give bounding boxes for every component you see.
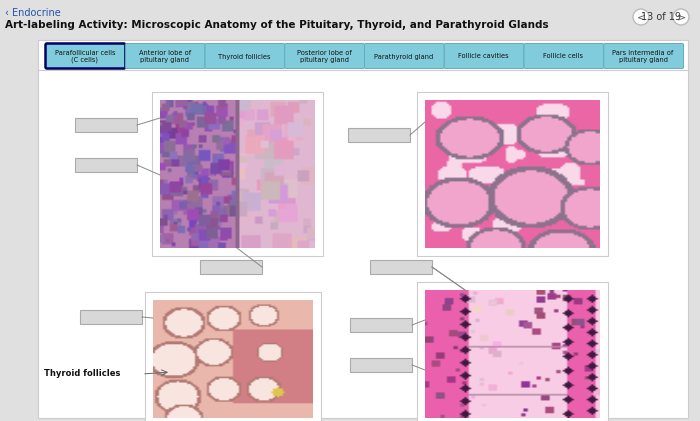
Bar bbox=[417, 92, 608, 256]
Text: ‹ Endocrine: ‹ Endocrine bbox=[5, 8, 61, 18]
Text: Follicle cavities: Follicle cavities bbox=[458, 53, 509, 59]
FancyBboxPatch shape bbox=[603, 43, 683, 69]
Text: Art-labeling Activity: Microscopic Anatomy of the Pituitary, Thyroid, and Parath: Art-labeling Activity: Microscopic Anato… bbox=[5, 20, 549, 30]
Bar bbox=[370, 260, 432, 274]
Bar bbox=[417, 282, 608, 421]
Text: Thyroid follicles: Thyroid follicles bbox=[218, 53, 271, 59]
Text: Thyroid follicles: Thyroid follicles bbox=[44, 370, 120, 378]
Text: Pars intermedia of
pituitary gland: Pars intermedia of pituitary gland bbox=[612, 50, 673, 63]
FancyBboxPatch shape bbox=[444, 43, 524, 69]
Text: Follicle cells: Follicle cells bbox=[543, 53, 583, 59]
Bar bbox=[38, 40, 688, 418]
FancyBboxPatch shape bbox=[365, 43, 444, 69]
Text: <: < bbox=[636, 12, 645, 22]
Bar bbox=[350, 318, 412, 332]
Text: Anterior lobe of
pituitary gland: Anterior lobe of pituitary gland bbox=[139, 50, 190, 63]
Circle shape bbox=[633, 9, 649, 25]
Bar bbox=[75, 118, 137, 132]
Bar bbox=[348, 128, 410, 142]
Bar bbox=[350, 358, 412, 372]
FancyBboxPatch shape bbox=[125, 43, 205, 69]
Bar bbox=[200, 260, 262, 274]
Text: 13 of 19: 13 of 19 bbox=[641, 12, 681, 22]
Bar bbox=[75, 158, 137, 172]
FancyBboxPatch shape bbox=[285, 43, 365, 69]
Text: >: > bbox=[676, 12, 685, 22]
Bar bbox=[145, 292, 321, 421]
Text: Parathyroid gland: Parathyroid gland bbox=[374, 53, 433, 59]
Text: Posterior lobe of
pituitary gland: Posterior lobe of pituitary gland bbox=[297, 50, 351, 63]
FancyBboxPatch shape bbox=[46, 43, 125, 69]
Bar bbox=[152, 92, 323, 256]
FancyBboxPatch shape bbox=[205, 43, 285, 69]
Circle shape bbox=[673, 9, 689, 25]
Bar bbox=[80, 310, 142, 324]
Text: Parafollicular cells
(C cells): Parafollicular cells (C cells) bbox=[55, 50, 115, 63]
FancyBboxPatch shape bbox=[524, 43, 603, 69]
